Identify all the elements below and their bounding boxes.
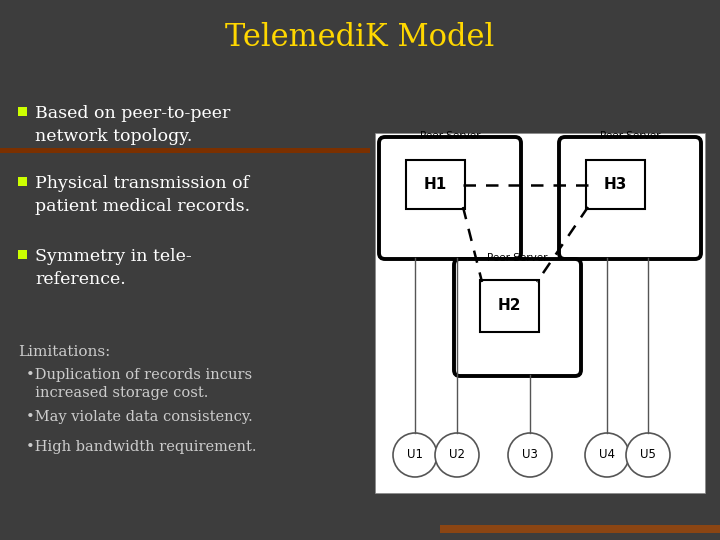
Text: •May violate data consistency.: •May violate data consistency.: [26, 410, 253, 424]
FancyBboxPatch shape: [559, 137, 701, 259]
Text: U4: U4: [599, 449, 615, 462]
Text: U5: U5: [640, 449, 656, 462]
FancyBboxPatch shape: [18, 107, 27, 116]
Text: Peer Server: Peer Server: [600, 131, 660, 141]
Text: Symmetry in tele-
reference.: Symmetry in tele- reference.: [35, 248, 192, 288]
FancyBboxPatch shape: [440, 525, 720, 533]
FancyBboxPatch shape: [18, 250, 27, 259]
Circle shape: [435, 433, 479, 477]
Text: H1: H1: [424, 177, 447, 192]
FancyBboxPatch shape: [454, 259, 581, 376]
Text: H3: H3: [604, 177, 627, 192]
FancyBboxPatch shape: [406, 160, 465, 209]
Text: U3: U3: [522, 449, 538, 462]
Text: Physical transmission of
patient medical records.: Physical transmission of patient medical…: [35, 175, 250, 215]
Text: •Duplication of records incurs
  increased storage cost.: •Duplication of records incurs increased…: [26, 368, 252, 400]
Text: Peer Server: Peer Server: [487, 253, 548, 263]
Text: U2: U2: [449, 449, 465, 462]
FancyBboxPatch shape: [0, 148, 370, 153]
FancyBboxPatch shape: [480, 280, 539, 332]
Text: Limitations:: Limitations:: [18, 345, 110, 359]
Text: Based on peer-to-peer
network topology.: Based on peer-to-peer network topology.: [35, 105, 230, 145]
Text: •High bandwidth requirement.: •High bandwidth requirement.: [26, 440, 256, 454]
Circle shape: [508, 433, 552, 477]
FancyBboxPatch shape: [379, 137, 521, 259]
Circle shape: [393, 433, 437, 477]
FancyBboxPatch shape: [375, 133, 705, 493]
Circle shape: [585, 433, 629, 477]
Circle shape: [626, 433, 670, 477]
Text: Peer Server: Peer Server: [420, 131, 480, 141]
FancyBboxPatch shape: [586, 160, 645, 209]
FancyBboxPatch shape: [18, 177, 27, 186]
Text: TelemediK Model: TelemediK Model: [225, 23, 495, 53]
Text: U1: U1: [407, 449, 423, 462]
Text: H2: H2: [498, 299, 521, 314]
